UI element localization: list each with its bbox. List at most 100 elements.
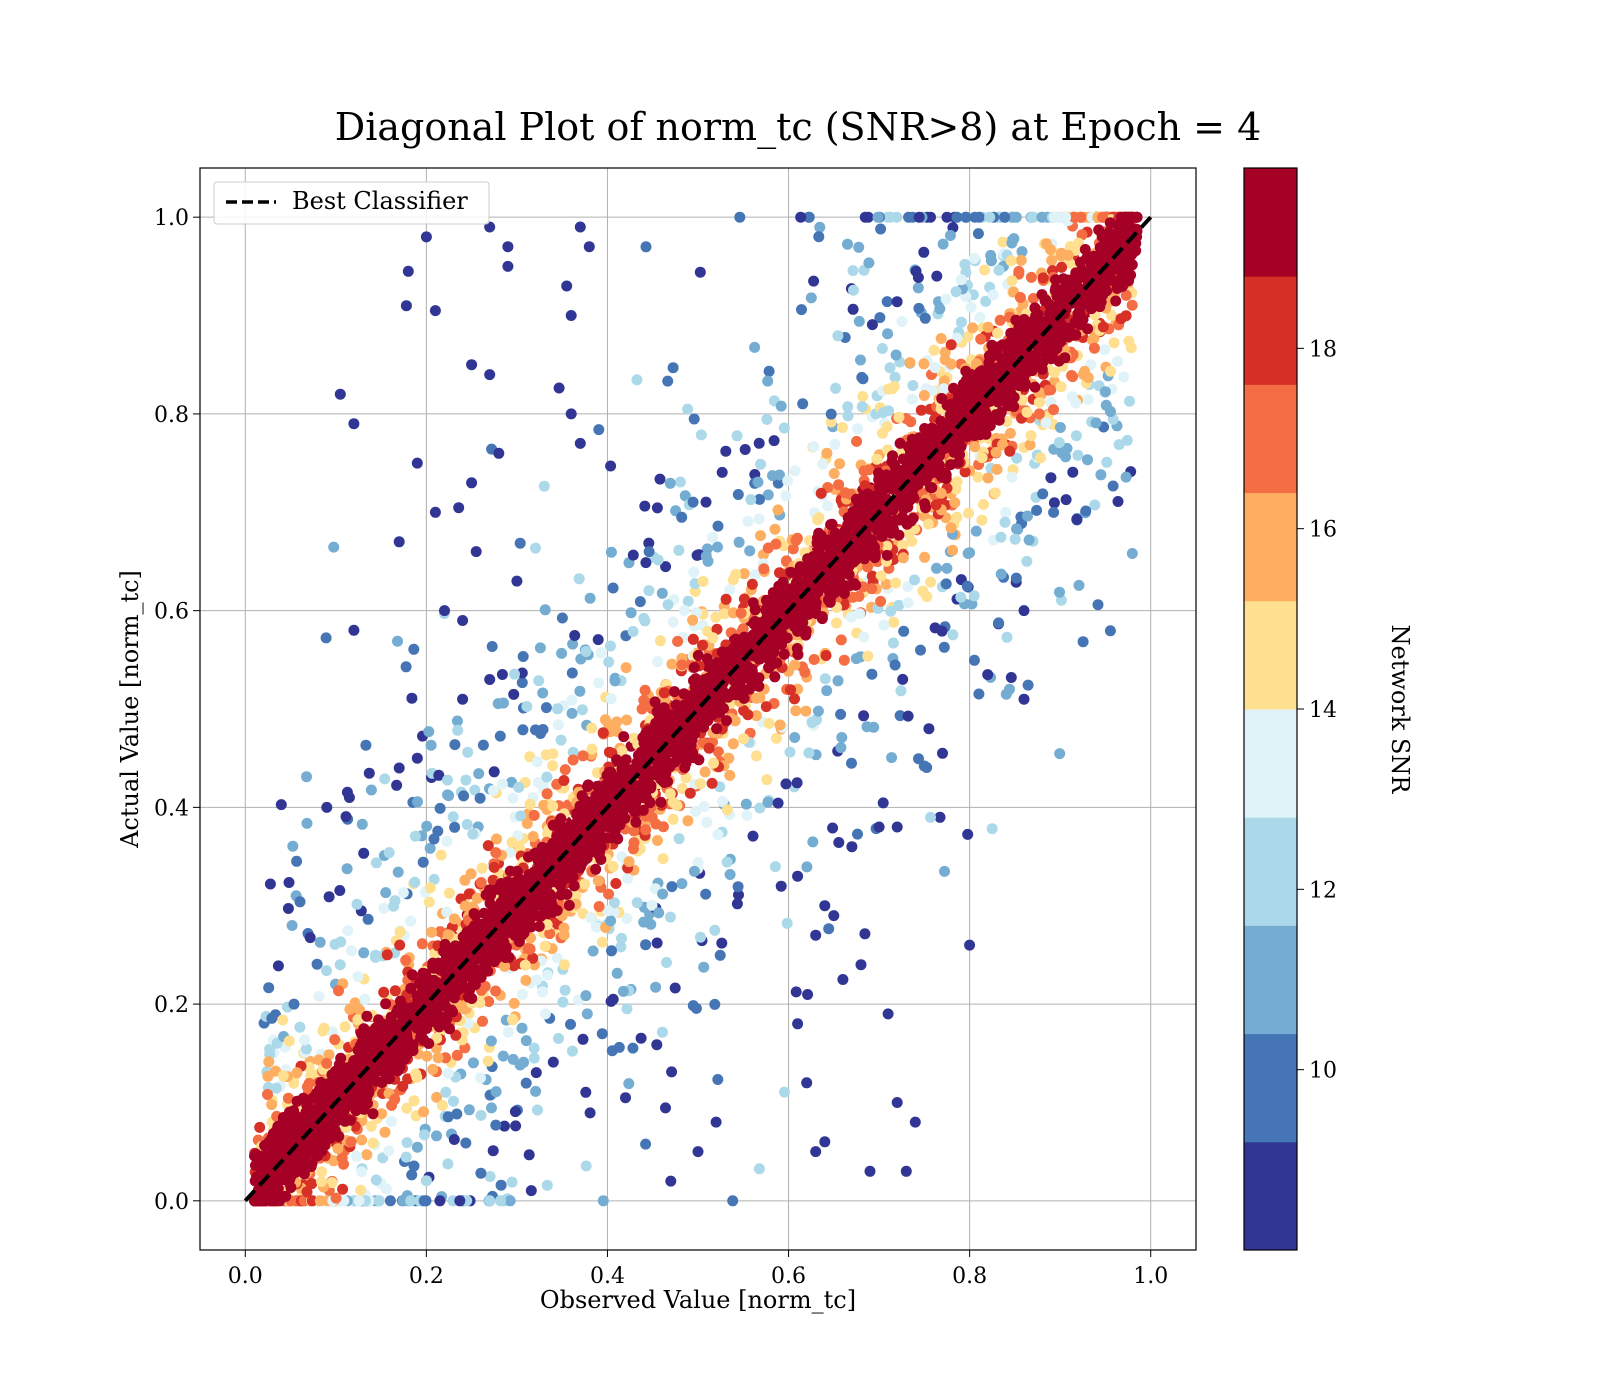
data-point: [656, 587, 668, 599]
data-point: [266, 1012, 278, 1024]
data-point: [405, 915, 417, 927]
data-point: [428, 873, 440, 885]
data-point: [921, 762, 933, 773]
data-point: [356, 1134, 368, 1146]
data-point: [286, 920, 298, 931]
data-point: [817, 458, 829, 470]
data-point: [752, 476, 764, 488]
data-point: [1006, 471, 1018, 483]
data-point: [850, 579, 862, 591]
data-point: [514, 537, 526, 549]
data-point: [434, 802, 446, 814]
data-point: [448, 1134, 460, 1145]
data-point: [688, 566, 700, 578]
data-point: [365, 784, 377, 796]
data-point: [918, 390, 930, 401]
data-point: [558, 922, 570, 934]
data-point: [391, 779, 403, 791]
data-point: [897, 539, 909, 551]
data-point: [477, 1015, 488, 1027]
data-point: [424, 882, 436, 894]
data-point: [688, 413, 700, 425]
data-point: [580, 646, 592, 657]
data-point: [780, 778, 792, 790]
data-point: [486, 1102, 497, 1114]
data-point: [567, 746, 579, 758]
data-point: [1097, 211, 1109, 223]
data-point: [919, 312, 931, 324]
data-point: [758, 563, 770, 575]
data-point: [507, 1014, 519, 1026]
data-point: [733, 889, 744, 901]
data-point: [418, 1195, 430, 1207]
data-point: [532, 1104, 543, 1116]
data-point: [853, 241, 865, 253]
data-point: [376, 1108, 388, 1120]
data-point: [859, 480, 871, 492]
data-point: [666, 658, 678, 670]
data-point: [994, 314, 1006, 326]
data-point: [482, 840, 494, 852]
data-point: [854, 608, 866, 620]
data-point: [890, 349, 902, 361]
data-point: [1055, 381, 1067, 393]
data-point: [1120, 471, 1132, 483]
data-point: [1036, 211, 1048, 223]
data-point: [288, 998, 300, 1010]
data-point: [790, 705, 802, 717]
data-point: [1011, 452, 1023, 464]
data-point: [789, 659, 801, 671]
data-point: [264, 878, 276, 890]
data-point: [861, 721, 873, 733]
data-point: [724, 769, 736, 781]
data-point: [352, 1014, 364, 1026]
data-point: [1056, 261, 1068, 273]
data-point: [1048, 497, 1060, 509]
data-point: [473, 768, 485, 780]
data-point: [471, 892, 483, 904]
data-point: [449, 821, 461, 833]
data-point: [712, 1074, 724, 1085]
data-point: [392, 635, 403, 647]
data-point: [973, 688, 985, 700]
data-point: [735, 607, 747, 619]
data-point: [519, 959, 531, 971]
data-point: [666, 881, 678, 893]
data-point: [673, 544, 685, 556]
data-point: [838, 654, 850, 666]
data-point: [283, 877, 295, 888]
data-point: [441, 835, 453, 847]
data-point: [1107, 480, 1119, 492]
data-point: [559, 959, 570, 971]
data-point: [836, 422, 848, 433]
data-point: [615, 941, 627, 953]
data-point: [625, 607, 637, 619]
data-point: [982, 472, 994, 484]
data-point: [344, 1003, 356, 1015]
data-point: [1071, 513, 1083, 525]
data-point: [596, 936, 608, 948]
data-point: [352, 971, 364, 983]
data-point: [738, 733, 750, 745]
data-point: [952, 456, 964, 468]
data-point: [812, 705, 824, 717]
data-point: [358, 947, 370, 959]
data-point: [442, 1067, 454, 1079]
data-point: [853, 590, 865, 602]
data-point: [426, 926, 438, 938]
data-point: [789, 693, 800, 705]
data-point: [356, 818, 368, 830]
data-point: [772, 477, 784, 489]
data-point: [903, 211, 915, 223]
chart-title: Diagonal Plot of norm_tc (SNR>8) at Epoc…: [335, 105, 1262, 150]
data-point: [1111, 283, 1123, 294]
data-point: [902, 597, 914, 609]
data-point: [770, 538, 782, 550]
data-point: [863, 257, 875, 269]
data-point: [1086, 303, 1097, 315]
data-point: [409, 830, 421, 842]
data-point: [651, 502, 663, 514]
data-point: [1120, 310, 1132, 322]
data-point: [638, 612, 650, 624]
data-point: [627, 549, 639, 561]
